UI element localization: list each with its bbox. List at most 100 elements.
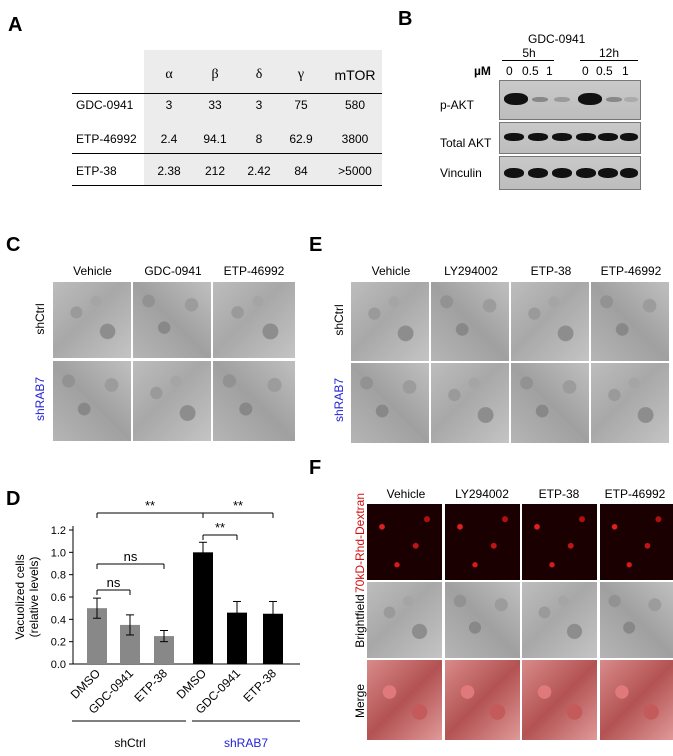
micrograph [511, 363, 589, 443]
y-tick-label: 1.0 [51, 547, 66, 559]
micrograph [133, 361, 211, 441]
fluorescence-image [522, 504, 597, 580]
group-label: shRAB7 [224, 736, 268, 750]
merge-image [367, 660, 442, 740]
y-tick-label: 0.2 [51, 637, 66, 649]
merge-image [445, 660, 520, 740]
y-axis-label: Vacuolized cells(relative levels) [13, 554, 41, 639]
col-label: GDC-0941 [144, 264, 202, 278]
fluorescence-image [600, 504, 673, 580]
micrograph [351, 282, 429, 361]
dose: 1 [622, 64, 629, 78]
header-gamma: γ [297, 67, 305, 82]
cell: 212 [204, 164, 226, 178]
blot-vinculin [499, 156, 641, 190]
cell: >5000 [338, 164, 372, 178]
time-5h: 5h [522, 46, 536, 60]
micrograph [133, 282, 211, 358]
blot-row-label: Vinculin [440, 166, 482, 180]
header-alpha: α [165, 67, 173, 82]
brightfield-image [445, 582, 520, 658]
merge-image [522, 660, 597, 740]
dose: 0.5 [596, 64, 613, 78]
y-tick-label: 1.2 [51, 525, 66, 537]
y-tick-label: 0.6 [51, 592, 66, 604]
panel-label-a: A [8, 14, 23, 36]
cell: 8 [255, 132, 263, 146]
col-label: ETP-46992 [600, 264, 662, 278]
col-label: LY294002 [455, 487, 509, 501]
brightfield-image [600, 582, 673, 658]
row-name: ETP-46992 [76, 132, 137, 146]
x-tick-label: ETP-38 [240, 666, 279, 705]
cell: 2.38 [157, 164, 181, 178]
bar [87, 608, 107, 664]
significance-label: ** [215, 520, 225, 535]
brightfield-image [522, 582, 597, 658]
blot-title: GDC-0941 [528, 32, 586, 46]
panel-label-d: D [6, 488, 21, 510]
fluorescence-image [367, 504, 442, 580]
micrograph [511, 282, 589, 361]
significance-label: ** [233, 498, 243, 513]
header-mtor: mTOR [334, 67, 376, 83]
bar [227, 612, 247, 664]
cell: 2.42 [247, 164, 271, 178]
blot-pakt [499, 80, 641, 120]
dose: 0.5 [522, 64, 539, 78]
table-a: α β δ γ mTOR GDC-0941 3 33 3 75 580 ETP-… [72, 50, 382, 186]
cell: 2.4 [160, 132, 178, 146]
cell: 62.9 [289, 132, 313, 146]
time-12h: 12h [598, 46, 620, 60]
micrograph [53, 361, 131, 441]
micrograph [591, 282, 669, 361]
cell: 3 [255, 98, 263, 112]
significance-label: ns [124, 549, 138, 564]
blot-total-akt [499, 122, 641, 154]
dose: 0 [506, 64, 513, 78]
panel-label-b: B [398, 8, 413, 30]
group-label: shCtrl [114, 736, 145, 750]
unit-label: µM [474, 64, 491, 78]
x-tick-label: ETP-38 [131, 666, 170, 705]
micrograph [431, 282, 509, 361]
col-label: LY294002 [444, 264, 498, 278]
cell: 580 [344, 98, 366, 112]
col-label: Vehicle [73, 264, 112, 278]
bar [120, 624, 140, 664]
blot-row-label: p-AKT [440, 98, 475, 112]
col-label: ETP-38 [538, 487, 580, 501]
cell: 94.1 [203, 132, 227, 146]
fluorescence-image [445, 504, 520, 580]
cell: 33 [208, 98, 222, 112]
dose: 1 [546, 64, 553, 78]
significance-label: ns [107, 575, 121, 590]
panel-label-c: C [6, 234, 21, 256]
bar [154, 636, 174, 664]
cell: 3800 [341, 132, 369, 146]
col-label: ETP-38 [530, 264, 572, 278]
col-label: Vehicle [386, 487, 426, 501]
micrograph [213, 282, 295, 358]
col-label: ETP-46992 [604, 487, 666, 501]
significance-label: ** [145, 498, 155, 513]
cell: 3 [165, 98, 173, 112]
brightfield-image [367, 582, 442, 658]
header-beta: β [211, 67, 219, 82]
panel-label-e: E [309, 234, 323, 256]
blot-row-label: Total AKT [440, 136, 492, 150]
micrograph [431, 363, 509, 443]
bar [263, 613, 283, 664]
micrograph [213, 361, 295, 441]
micrograph [351, 363, 429, 443]
micrograph [53, 282, 131, 358]
panel-label-f: F [309, 457, 322, 479]
cell: 84 [294, 164, 308, 178]
cell: 75 [294, 98, 308, 112]
col-label: Vehicle [371, 264, 411, 278]
y-tick-label: 0.4 [51, 614, 66, 626]
merge-image [600, 660, 673, 740]
micrograph [591, 363, 669, 443]
col-label: ETP-46992 [223, 264, 285, 278]
